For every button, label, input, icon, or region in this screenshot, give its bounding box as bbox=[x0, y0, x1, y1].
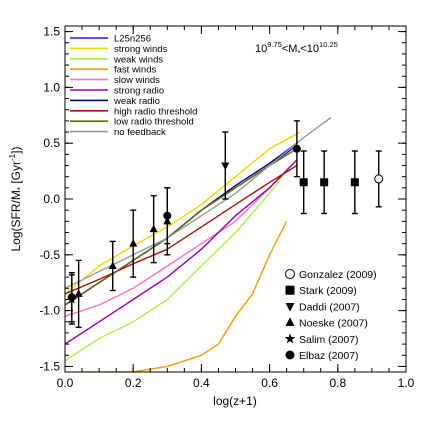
y-label-part: Log(SFR/M bbox=[9, 190, 23, 251]
annotation-part: 10 bbox=[255, 43, 267, 55]
obs-legend-label: Salim (2007) bbox=[299, 334, 359, 346]
data-point-stark-2009 bbox=[320, 178, 329, 187]
y-label-part: ]) bbox=[9, 147, 23, 154]
x-tick-label: 0.0 bbox=[57, 376, 74, 390]
series-line-l25n256 bbox=[65, 144, 298, 306]
legend-label: fast winds bbox=[114, 65, 156, 76]
obs-legend-label: Elbaz (2007) bbox=[299, 350, 359, 362]
legend-label: strong winds bbox=[114, 44, 168, 55]
legend-marker-noeske-2007 bbox=[285, 317, 295, 326]
obs-legend-label: Noeske (2007) bbox=[299, 318, 368, 330]
data-point-gonzalez-2009 bbox=[374, 174, 384, 184]
data-point-noeske-2007 bbox=[74, 289, 83, 297]
legend-label: high radio threshold bbox=[114, 106, 197, 117]
legend-marker-daddi-2007 bbox=[285, 303, 295, 312]
legend-label: L25n256 bbox=[114, 34, 151, 45]
legend-label: no feedback bbox=[114, 127, 166, 138]
x-tick-label: 0.2 bbox=[125, 376, 142, 390]
legend-marker-stark-2009 bbox=[285, 285, 295, 295]
data-point-noeske-2007 bbox=[149, 224, 158, 233]
legend-label: weak winds bbox=[113, 54, 163, 65]
series-line-high-radio-threshold bbox=[65, 164, 298, 295]
series-line-strong-winds bbox=[65, 131, 301, 295]
x-tick-label: 1.0 bbox=[398, 376, 415, 390]
legend-label: slow winds bbox=[114, 75, 160, 86]
data-point-stark-2009 bbox=[299, 178, 308, 187]
data-point-elbaz-2007 bbox=[292, 144, 301, 153]
data-point-elbaz-2007 bbox=[163, 211, 172, 220]
annotation-part: 9.75 bbox=[267, 40, 282, 49]
data-point-daddi-2007 bbox=[221, 162, 230, 171]
y-tick-label: 1.0 bbox=[43, 80, 60, 94]
y-tick-label: -0.5 bbox=[39, 248, 60, 262]
series-line-low-radio-threshold bbox=[65, 148, 298, 306]
y-tick-label: 0.0 bbox=[43, 192, 60, 206]
data-point-noeske-2007 bbox=[108, 261, 117, 269]
data-point-noeske-2007 bbox=[129, 239, 138, 247]
mass-range-annotation: 109.75<M*<1010.25 bbox=[255, 40, 338, 57]
legend-label: strong radio bbox=[114, 86, 164, 97]
x-tick-label: 0.6 bbox=[261, 376, 278, 390]
series-line-strong-radio bbox=[65, 159, 298, 345]
legend-marker-elbaz-2007 bbox=[285, 350, 295, 360]
series-line-fast-winds bbox=[78, 220, 288, 372]
legend-marker-gonzalez-2009 bbox=[285, 269, 295, 279]
data-point-elbaz-2007 bbox=[67, 293, 76, 302]
data-point-stark-2009 bbox=[350, 178, 359, 187]
annotation-part: * bbox=[297, 48, 300, 57]
legend-label: weak radio bbox=[113, 96, 160, 107]
annotation-part: <M bbox=[282, 43, 298, 55]
x-axis-label: log(z+1) bbox=[213, 394, 257, 408]
x-tick-label: 0.4 bbox=[193, 376, 210, 390]
y-axis-label: Log(SFR/M* [Gyr-1]) bbox=[8, 147, 25, 252]
observations-layer bbox=[67, 120, 384, 329]
annotation-part: <10 bbox=[300, 43, 319, 55]
legend-label: low radio threshold bbox=[114, 117, 194, 128]
annotation-part: 10.25 bbox=[319, 40, 338, 49]
x-tick-label: 0.8 bbox=[329, 376, 346, 390]
series-line-weak-winds bbox=[65, 165, 291, 362]
y-label-part: -1 bbox=[8, 153, 17, 161]
y-tick-label: -1.0 bbox=[39, 304, 60, 318]
series-line-weak-radio bbox=[65, 142, 298, 306]
observations-legend: Gonzalez (2009) Stark (2009) Daddi (2007) N… bbox=[284, 269, 377, 362]
obs-legend-label: Stark (2009) bbox=[299, 285, 357, 297]
obs-legend-label: Gonzalez (2009) bbox=[299, 269, 377, 281]
series-line-slow-winds bbox=[65, 159, 298, 317]
y-tick-label: -1.5 bbox=[39, 359, 60, 373]
obs-legend-label: Daddi (2007) bbox=[299, 301, 360, 313]
y-label-part: * bbox=[16, 187, 25, 190]
y-label-part: [Gyr bbox=[9, 161, 23, 187]
ticks-layer: 0.0 0.2 0.4 0.6 0.8 1.0 -1.5 -1.0 -0.5 0.0 0.5 1.0 1… bbox=[39, 25, 414, 390]
legend-marker-salim-2007 bbox=[284, 333, 296, 344]
y-tick-label: 0.5 bbox=[43, 136, 60, 150]
y-tick-label: 1.5 bbox=[43, 25, 60, 39]
series-layer bbox=[65, 116, 332, 372]
